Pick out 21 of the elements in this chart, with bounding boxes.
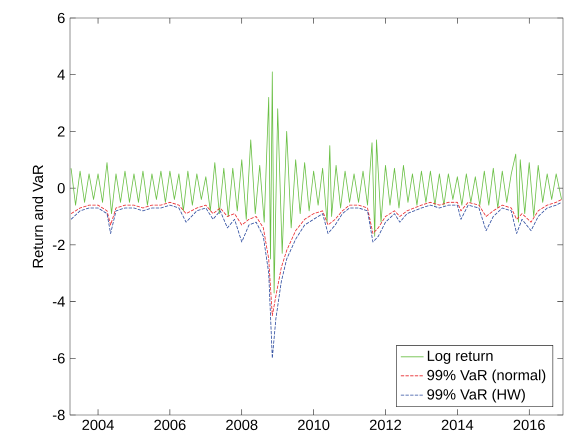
legend-label: Log return	[428, 350, 493, 364]
x-tick-label: 2014	[442, 420, 474, 430]
y-tick-label: -2	[52, 240, 65, 250]
x-tick-label: 2006	[154, 420, 186, 430]
y-tick-label: -4	[52, 296, 65, 307]
x-tick-label: 2012	[370, 420, 402, 430]
y-tick-label: -6	[52, 353, 65, 364]
y-tick-label: 4	[57, 70, 65, 80]
line-series	[70, 199, 562, 316]
x-tick-label: 2016	[514, 420, 545, 430]
legend-label: 99% VaR (normal)	[427, 370, 546, 384]
line-series	[70, 71, 562, 294]
x-tick-label: 2004	[82, 420, 114, 430]
y-tick-label: 6	[58, 12, 65, 24]
x-tick-label: 2008	[226, 420, 258, 430]
x-tick-label: 2010	[298, 420, 330, 430]
y-tick-label: 0	[58, 182, 65, 194]
legend-label: 99% VaR (HW)	[427, 388, 525, 402]
y-axis-title: Return and VaR	[32, 165, 44, 268]
y-tick-label: -8	[52, 410, 65, 420]
y-tick-label: 2	[58, 126, 65, 137]
